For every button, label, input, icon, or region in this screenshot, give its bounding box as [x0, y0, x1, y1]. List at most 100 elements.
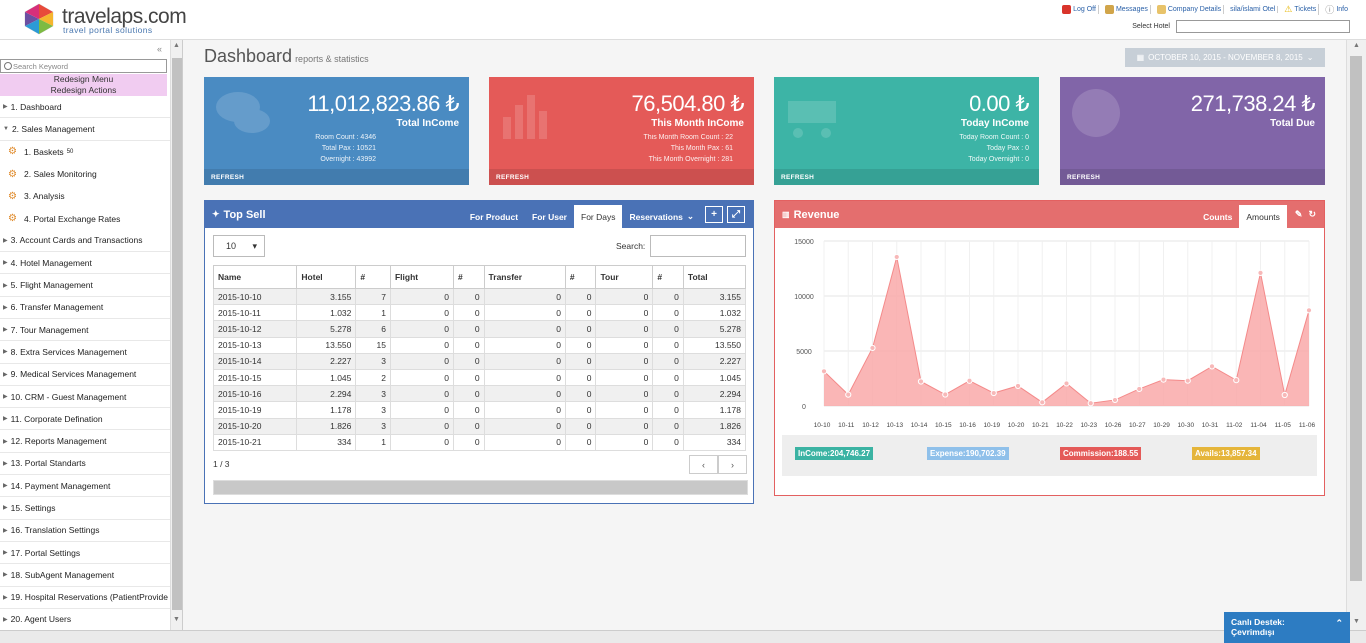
sidebar-scroll-thumb[interactable] — [172, 58, 182, 610]
sidebar-item[interactable]: ▶ 14. Payment Management — [0, 475, 170, 498]
sidebar-item[interactable]: ▶ 20. Agent Users — [0, 609, 170, 630]
caret-right-icon: ▶ — [3, 527, 8, 534]
column-header[interactable]: Tour — [595, 265, 654, 289]
table-cell: 13.550 — [296, 336, 357, 354]
table-row[interactable]: 2015-10-19 1.178 3 0 0 0 0 0 0 1.178 — [212, 401, 747, 419]
sidebar-item[interactable]: ▶ 18. SubAgent Management — [0, 564, 170, 587]
redesign-actions-link[interactable]: Redesign Actions — [50, 85, 117, 95]
page-length-select[interactable]: 10 ▾ — [213, 235, 265, 257]
column-header[interactable]: Hotel — [296, 265, 357, 289]
sidebar-item[interactable]: ▼ 2. Sales Management — [0, 118, 170, 141]
sidebar-item[interactable]: ▶ 5. Flight Management — [0, 274, 170, 297]
page-scroll-thumb[interactable] — [1350, 56, 1362, 581]
tab-for-days[interactable]: For Days — [574, 205, 623, 228]
sidebar-item[interactable]: ▶ 7. Tour Management — [0, 319, 170, 342]
info-link[interactable]: ⓘ Info — [1325, 5, 1348, 15]
table-cell: 0 — [389, 417, 455, 435]
plus-icon: + — [711, 209, 717, 220]
sidebar-item[interactable]: ⚙ 3. Analysis — [0, 185, 170, 207]
table-cell: 2.294 — [682, 385, 747, 403]
scroll-down-icon[interactable]: ▼ — [1353, 618, 1360, 625]
scroll-down-icon[interactable]: ▼ — [173, 616, 180, 623]
collapse-sidebar-icon[interactable]: « — [157, 44, 163, 54]
add-button[interactable]: + — [705, 206, 723, 223]
wrench-icon[interactable]: ✎ — [1294, 209, 1303, 219]
sidebar-item[interactable]: ⚙ 4. Portal Exchange Rates — [0, 207, 170, 229]
prev-page-button[interactable]: ‹ — [689, 455, 718, 474]
sidebar-item[interactable]: ▶ 12. Reports Management — [0, 430, 170, 453]
sidebar-item[interactable]: ▶ 13. Portal Standarts — [0, 453, 170, 476]
tab-counts[interactable]: Counts — [1203, 211, 1233, 222]
sidebar-item[interactable]: ▶ 10. CRM - Guest Management — [0, 386, 170, 409]
sidebar-item[interactable]: ▶ 15. Settings — [0, 497, 170, 520]
refresh-button[interactable]: REFRESH — [204, 169, 469, 185]
table-cell: 0 — [483, 320, 566, 338]
table-row[interactable]: 2015-10-12 5.278 6 0 0 0 0 0 0 5.278 — [212, 320, 747, 338]
sidebar-item[interactable]: ▶ 1. Dashboard — [0, 96, 170, 119]
info-icon: ⓘ — [1325, 5, 1335, 15]
sidebar-item[interactable]: ▶ 9. Medical Services Management — [0, 364, 170, 386]
user-link[interactable]: sila/islami Otel — [1228, 6, 1279, 13]
sidebar-search-input[interactable]: Search Keyword — [0, 59, 167, 73]
comments-icon — [216, 92, 270, 133]
redesign-menu-link[interactable]: Redesign Menu — [53, 74, 114, 84]
sidebar-item[interactable]: ▶ 6. Transfer Management — [0, 297, 170, 319]
column-header[interactable]: Transfer — [483, 265, 566, 289]
table-row[interactable]: 2015-10-21 334 1 0 0 0 0 0 0 334 — [212, 433, 747, 451]
table-row[interactable]: 2015-10-20 1.826 3 0 0 0 0 0 0 1.826 — [212, 417, 747, 435]
table-row[interactable]: 2015-10-10 3.155 7 0 0 0 0 0 0 3.155 — [212, 287, 747, 306]
expand-button[interactable]: ⤢ — [727, 206, 745, 223]
table-search-input[interactable] — [650, 235, 746, 257]
table-row[interactable]: 2015-10-11 1.032 1 0 0 0 0 0 0 1.032 — [212, 304, 747, 322]
tab-reservations[interactable]: Reservations ⌄ — [629, 211, 694, 222]
live-support-widget[interactable]: Canlı Destek: Çevrimdışı ⌃ — [1224, 612, 1350, 643]
refresh-button[interactable]: REFRESH — [489, 169, 754, 185]
date-range-button[interactable]: ▦ OCTOBER 10, 2015 - NOVEMBER 8, 2015 ⌄ — [1125, 48, 1325, 67]
sidebar-item[interactable]: ▶ 3. Account Cards and Transactions — [0, 230, 170, 253]
column-header[interactable]: Name — [212, 265, 298, 289]
chevron-down-icon: ⌄ — [686, 211, 694, 221]
reload-icon[interactable]: ↻ — [1308, 209, 1316, 219]
page-title: Dashboard reports & statistics — [204, 46, 369, 66]
tab-amounts[interactable]: Amounts — [1239, 205, 1287, 228]
sidebar-item[interactable]: ▶ 11. Corporate Defination — [0, 408, 170, 431]
page-scrollbar[interactable]: ▲ ▼ — [1346, 40, 1366, 630]
tab-for-product[interactable]: For Product — [469, 211, 519, 222]
table-row[interactable]: 2015-10-14 2.227 3 0 0 0 0 0 0 2.227 — [212, 352, 747, 370]
refresh-button[interactable]: REFRESH — [774, 169, 1039, 185]
select-hotel-input[interactable] — [1176, 20, 1350, 33]
tickets-link[interactable]: ⚠ Tickets — [1282, 4, 1320, 15]
messages-link[interactable]: Messages — [1103, 5, 1151, 14]
tab-for-user[interactable]: For User — [532, 211, 567, 222]
column-header[interactable]: Flight — [389, 265, 455, 289]
sidebar-scrollbar[interactable]: ▲ ▼ — [170, 40, 182, 630]
table-horizontal-scrollbar[interactable] — [213, 480, 748, 495]
table-row[interactable]: 2015-10-16 2.294 3 0 0 0 0 0 0 2.294 — [212, 385, 747, 403]
scroll-up-icon[interactable]: ▲ — [173, 42, 180, 49]
table-row[interactable]: 2015-10-13 13.550 15 0 0 0 0 0 0 13.550 — [212, 336, 747, 354]
column-header[interactable]: # — [355, 265, 391, 289]
column-header[interactable]: Total — [682, 265, 747, 289]
company-details-link[interactable]: Company Details — [1155, 5, 1225, 14]
refresh-button[interactable]: REFRESH — [1060, 169, 1325, 185]
sidebar-item[interactable]: ⚙ 1. Baskets 50 — [0, 141, 170, 163]
sidebar-item[interactable]: ⚙ 2. Sales Monitoring — [0, 163, 170, 185]
scroll-up-icon[interactable]: ▲ — [1353, 42, 1360, 49]
sidebar-item-label: 3. Analysis — [24, 191, 65, 202]
next-page-button[interactable]: › — [718, 455, 747, 474]
sidebar-item[interactable]: ▶ 8. Extra Services Management — [0, 341, 170, 364]
column-header[interactable]: # — [453, 265, 485, 289]
table-cell: 0 — [595, 368, 654, 387]
log-off-link[interactable]: Log Off — [1060, 5, 1099, 14]
column-header[interactable]: # — [652, 265, 684, 289]
column-header[interactable]: # — [564, 265, 597, 289]
x-tick-label: 10-30 — [1177, 422, 1194, 429]
sidebar-item[interactable]: ▶ 19. Hospital Reservations (PatientProvi… — [0, 587, 170, 609]
series-area — [824, 256, 1309, 406]
table-row[interactable]: 2015-10-15 1.045 2 0 0 0 0 0 0 1.045 — [212, 368, 747, 387]
sidebar-item[interactable]: ▶ 4. Hotel Management — [0, 252, 170, 275]
sidebar-item[interactable]: ▶ 16. Translation Settings — [0, 520, 170, 542]
pin-icon: ✦ — [212, 209, 220, 219]
logo[interactable]: travelaps.com travel portal solutions — [22, 2, 187, 38]
sidebar-item[interactable]: ▶ 17. Portal Settings — [0, 542, 170, 565]
